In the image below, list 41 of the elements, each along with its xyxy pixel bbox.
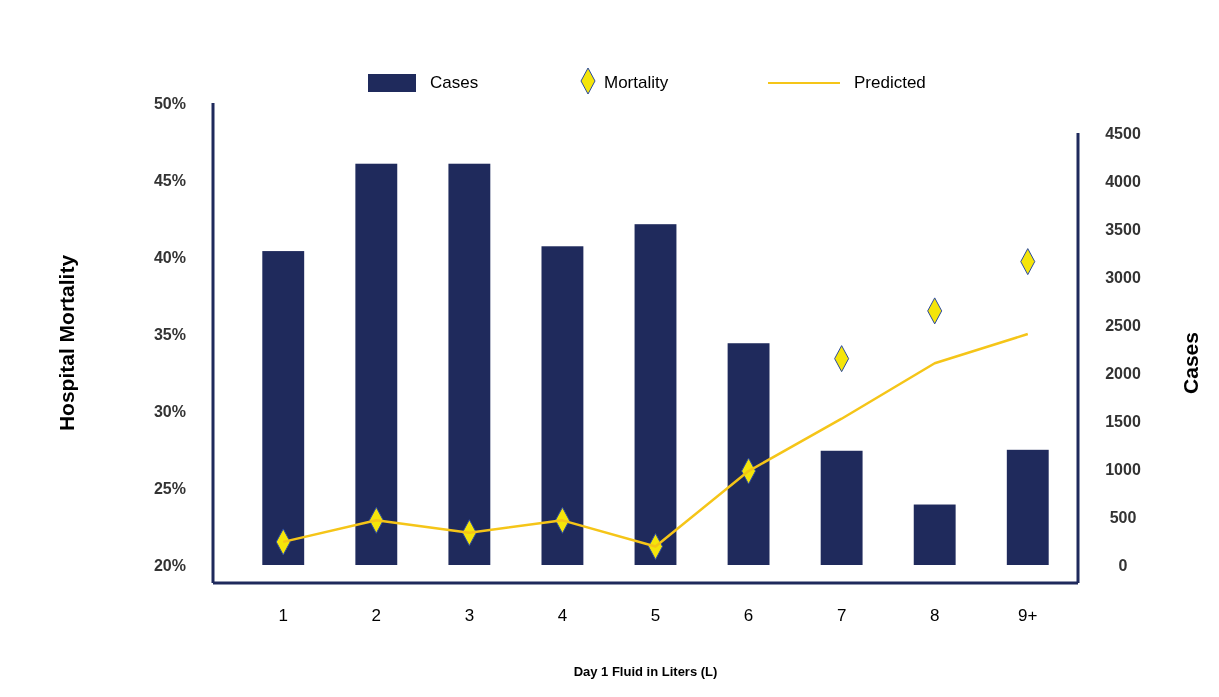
x-axis-title: Day 1 Fluid in Liters (L): [573, 664, 718, 679]
y-tick-label: 35%: [153, 326, 186, 343]
y2-tick-label: 3000: [1105, 269, 1141, 286]
y2-tick-label: 2000: [1105, 365, 1141, 382]
x-tick-label: 3: [464, 606, 475, 625]
y-tick-label: 50%: [153, 95, 186, 112]
bar: [262, 251, 305, 565]
y2-tick-label: 500: [1109, 509, 1137, 526]
legend-label: Cases: [430, 73, 479, 92]
y-tick-label: 40%: [153, 249, 186, 266]
x-tick-label: 4: [557, 606, 568, 625]
y-axis-title: Hospital Mortality: [55, 254, 78, 432]
x-tick-label: 7: [836, 606, 847, 625]
y2-tick-label: 4000: [1105, 173, 1141, 190]
bar: [355, 163, 398, 565]
y-tick-label: 45%: [153, 172, 186, 189]
y2-axis-title: Cases: [1179, 332, 1202, 394]
bar: [634, 224, 677, 565]
bar: [820, 450, 863, 565]
x-tick-label: 6: [743, 606, 754, 625]
x-tick-label: 9+: [1018, 606, 1038, 625]
x-tick-label: 2: [371, 606, 382, 625]
bar: [448, 163, 491, 565]
y2-tick-label: 4500: [1105, 125, 1141, 142]
x-tick-label: 5: [650, 606, 661, 625]
y2-tick-label: 2500: [1105, 317, 1141, 334]
y2-tick-label: 0: [1118, 557, 1128, 574]
y2-tick-label: 3500: [1105, 221, 1141, 238]
bar: [913, 504, 956, 565]
bar: [541, 246, 584, 565]
bar: [1006, 449, 1049, 565]
y2-tick-label: 1000: [1105, 461, 1141, 478]
y-tick-label: 25%: [153, 480, 186, 497]
legend-label: Mortality: [604, 73, 669, 92]
x-tick-label: 1: [278, 606, 288, 625]
x-tick-label: 8: [929, 606, 940, 625]
bar: [727, 343, 770, 565]
legend-label: Predicted: [854, 73, 926, 92]
y2-tick-label: 1500: [1105, 413, 1141, 430]
y-tick-label: 30%: [153, 403, 186, 420]
y-tick-label: 20%: [153, 557, 186, 574]
